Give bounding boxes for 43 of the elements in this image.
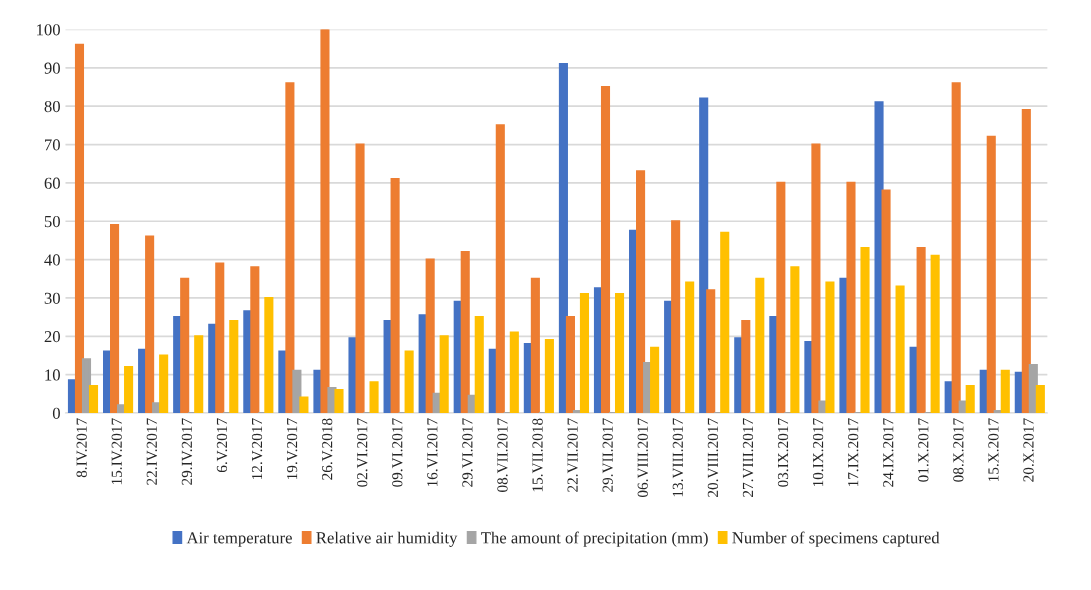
legend-label: Air temperature bbox=[186, 532, 292, 547]
x-tick-label: 6.V.2017 bbox=[216, 418, 228, 473]
legend-label: Number of specimens captured bbox=[732, 531, 940, 547]
x-tick-label: 09.VI.2017 bbox=[392, 418, 403, 487]
y-tick-label: 70 bbox=[45, 139, 60, 151]
x-tick-label: 19.V.2017 bbox=[286, 418, 298, 480]
y-tick-label: 10 bbox=[45, 369, 60, 381]
y-tick-label: 80 bbox=[44, 100, 60, 113]
x-tick-label: 08.X.2017 bbox=[953, 418, 964, 482]
y-tick-label: 20 bbox=[44, 331, 60, 343]
x-tick-label: 26.V.2018 bbox=[321, 418, 333, 480]
x-tick-label: 08.VII.2017 bbox=[497, 418, 508, 492]
x-tick-label: 20.VIII.2017 bbox=[707, 418, 719, 497]
x-tick-label: 10.IX.2017 bbox=[812, 418, 824, 487]
x-tick-label: 8.IV.2017 bbox=[76, 418, 87, 478]
x-tick-label: 15.X.2017 bbox=[988, 418, 999, 482]
y-tick-label: 60 bbox=[44, 177, 60, 189]
x-tick-label: 12.V.2017 bbox=[251, 418, 263, 480]
x-tick-label: 29.IV.2017 bbox=[181, 418, 193, 485]
x-tick-label: 01.X.2017 bbox=[918, 418, 929, 482]
y-tick-label: 0 bbox=[52, 407, 60, 419]
y-tick-label: 100 bbox=[37, 24, 60, 36]
legend-label: Relative air humidity bbox=[316, 531, 458, 547]
y-tick-label: 50 bbox=[44, 215, 60, 228]
x-tick-label: 16.VI.2017 bbox=[427, 418, 438, 487]
x-tick-label: 06.VIII.2017 bbox=[637, 418, 648, 498]
x-tick-label: 02.VI.2017 bbox=[357, 418, 368, 487]
x-tick-label: 22.IV.2017 bbox=[146, 418, 158, 485]
legend-label: The amount of precipitation (mm) bbox=[481, 531, 708, 547]
y-tick-label: 90 bbox=[44, 62, 60, 74]
x-tick-label: 17.IX.2017 bbox=[848, 418, 859, 487]
x-tick-label: 22.VII.2017 bbox=[567, 418, 578, 492]
x-tick-label: 29.VII.2017 bbox=[602, 418, 613, 492]
x-tick-label: 20.X.2017 bbox=[1023, 418, 1034, 482]
x-tick-label: 24.IX.2017 bbox=[883, 418, 894, 487]
y-tick-label: 40 bbox=[44, 254, 60, 266]
x-tick-label: 29.VI.2017 bbox=[462, 418, 473, 487]
x-tick-label: 13.VIII.2017 bbox=[672, 418, 684, 497]
x-tick-label: 27.VIII.2017 bbox=[742, 418, 754, 497]
x-tick-label: 15.IV.2017 bbox=[111, 418, 122, 485]
y-tick-label: 30 bbox=[44, 292, 60, 304]
x-tick-label: 15.VII.2018 bbox=[532, 418, 543, 492]
x-tick-label: 03.IX.2017 bbox=[777, 418, 789, 487]
